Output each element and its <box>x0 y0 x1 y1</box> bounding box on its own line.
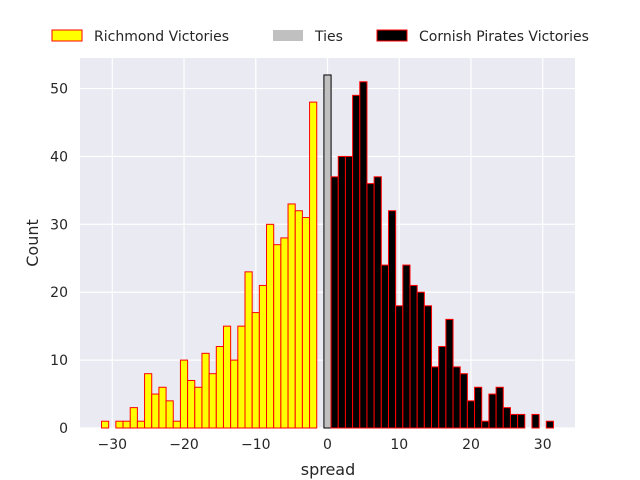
histogram-bar <box>323 74 332 429</box>
histogram-bar <box>230 359 239 429</box>
histogram-bar <box>445 318 454 429</box>
bars <box>101 74 554 429</box>
legend: Richmond Victories Ties Cornish Pirates … <box>51 29 589 45</box>
histogram-bar <box>294 210 303 429</box>
histogram-bar <box>237 325 246 429</box>
y-tick-label: 40 <box>50 149 68 165</box>
histogram-bar <box>459 373 468 429</box>
histogram-bar <box>380 264 389 429</box>
y-tick-label: 20 <box>50 285 68 301</box>
histogram-bar <box>423 305 433 429</box>
histogram-bar <box>416 291 425 429</box>
x-tick-labels: −30 −20 −10 0 10 20 30 <box>98 437 552 453</box>
histogram-bar <box>251 312 260 429</box>
histogram-bar <box>273 244 282 429</box>
histogram-bar <box>101 420 110 429</box>
histogram-bar <box>337 155 346 429</box>
histogram-bar <box>179 359 189 429</box>
histogram-bar <box>172 420 181 429</box>
y-tick-label: 10 <box>50 353 68 369</box>
histogram-bar <box>352 94 361 429</box>
histogram-bar <box>158 386 167 429</box>
x-tick-label: −30 <box>98 437 128 453</box>
histogram-bar <box>215 346 224 429</box>
histogram-bar <box>244 271 253 429</box>
histogram-bar <box>373 176 382 429</box>
histogram-bar <box>208 373 217 429</box>
histogram-bar <box>187 379 196 429</box>
x-tick-label: 10 <box>390 437 408 453</box>
histogram-bar <box>309 101 318 429</box>
histogram-bar <box>144 373 153 429</box>
histogram-bar <box>431 366 440 429</box>
legend-swatch-ties <box>273 30 303 41</box>
histogram-bar <box>330 176 339 429</box>
histogram-bar <box>502 407 511 429</box>
histogram-bar <box>402 264 411 429</box>
legend-swatch-cornish-pirates <box>376 29 408 42</box>
legend-label-ties: Ties <box>314 29 343 45</box>
histogram-bar <box>287 203 296 429</box>
y-axis-label: Count <box>23 219 42 267</box>
histogram-bar <box>387 210 397 429</box>
legend-label-cornish-pirates: Cornish Pirates Victories <box>419 29 589 45</box>
histogram-bar <box>301 217 311 429</box>
histogram-bar <box>129 407 138 429</box>
x-tick-label: 0 <box>323 437 332 453</box>
histogram-bar <box>545 420 554 429</box>
histogram-bar <box>366 183 375 429</box>
x-tick-label: 20 <box>462 437 480 453</box>
histogram-bar <box>201 352 210 429</box>
y-tick-label: 50 <box>50 82 68 98</box>
histogram-bar <box>258 284 268 429</box>
histogram-bar <box>495 386 504 429</box>
histogram-bar <box>194 386 203 429</box>
y-tick-label: 0 <box>59 421 68 437</box>
y-tick-label: 30 <box>50 217 68 233</box>
histogram-bar <box>151 393 160 429</box>
histogram-bar <box>344 155 354 429</box>
legend-swatch-richmond <box>51 29 83 42</box>
y-tick-labels: 0 10 20 30 40 50 <box>50 82 68 437</box>
histogram-bar <box>409 284 418 429</box>
histogram-bar <box>481 420 490 429</box>
x-axis-label: spread <box>301 460 356 479</box>
histogram-bar <box>474 386 483 429</box>
x-tick-label: 30 <box>534 437 552 453</box>
histogram-bar <box>438 346 447 429</box>
histogram-bar <box>165 400 174 429</box>
histogram-bar <box>280 237 289 429</box>
histogram-bar <box>466 400 476 429</box>
x-tick-label: −10 <box>241 437 271 453</box>
histogram-bar <box>122 420 131 429</box>
histogram-bar <box>359 81 368 429</box>
histogram-bar <box>452 366 461 429</box>
histogram-bar <box>531 413 540 429</box>
histogram-bar <box>488 393 497 429</box>
histogram-bar <box>266 223 275 429</box>
histogram-bar <box>136 420 146 429</box>
histogram-bar <box>222 325 232 429</box>
x-tick-label: −20 <box>169 437 199 453</box>
histogram-bar <box>517 413 526 429</box>
histogram-bar <box>395 305 404 429</box>
histogram-bar <box>509 413 519 429</box>
histogram-bar <box>115 420 124 429</box>
legend-label-richmond: Richmond Victories <box>94 29 229 45</box>
